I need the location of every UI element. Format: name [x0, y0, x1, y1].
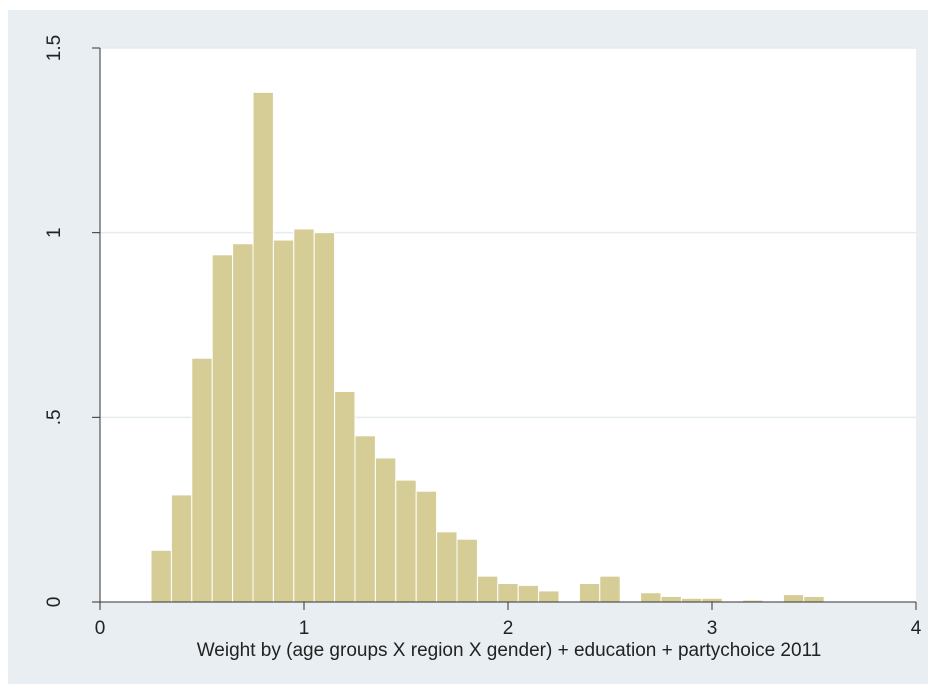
histogram-bar [680, 597, 703, 603]
histogram-bar [476, 575, 499, 603]
histogram-bars [150, 91, 825, 603]
histogram-bar [293, 228, 315, 603]
histogram-bar [640, 592, 662, 603]
histogram-bar [517, 584, 540, 603]
x-tick-label: 0 [95, 618, 106, 639]
histogram-bar [313, 232, 336, 603]
x-tick-label: 3 [707, 618, 718, 639]
histogram-bar [211, 254, 234, 603]
chart-figure: 0 .5 1 1.5 0 1 2 3 4 Weight by (age groups X reg… [8, 10, 928, 684]
tick-labels: 0 .5 1 1.5 0 1 2 3 4 [44, 35, 922, 639]
histogram-bar [395, 479, 417, 603]
histogram-bar [150, 549, 172, 603]
histogram-bar [170, 494, 193, 603]
x-tick-label: 4 [911, 618, 922, 639]
x-tick-label: 1 [299, 618, 310, 639]
y-tick-label: 1 [44, 227, 65, 238]
histogram-bar [415, 490, 438, 603]
histogram-bar [232, 243, 254, 603]
y-tick-label: 1.5 [44, 35, 65, 61]
histogram-bar [374, 457, 397, 603]
x-axis-title: Weight by (age groups X region X gender)… [197, 640, 822, 661]
histogram-bar [272, 239, 295, 603]
y-tick-label: 0 [44, 597, 65, 608]
histogram-bar [803, 595, 825, 603]
histogram-bar [497, 583, 519, 603]
histogram-bar [660, 595, 682, 603]
y-tick-label: .5 [44, 409, 65, 425]
histogram-bar [334, 390, 356, 603]
histogram-bar [538, 590, 560, 603]
histogram-bar [599, 575, 621, 603]
histogram-bar [354, 435, 376, 603]
axes [92, 47, 917, 610]
histogram-bar [252, 91, 274, 603]
x-tick-label: 2 [503, 618, 514, 639]
histogram-bar [578, 583, 601, 603]
histogram-bar [782, 594, 805, 603]
histogram-bar [456, 538, 478, 603]
histogram-bar [191, 357, 213, 603]
histogram-chart: 0 .5 1 1.5 0 1 2 3 4 Weight by (age groups X reg… [44, 35, 922, 661]
histogram-bar [436, 531, 458, 603]
histogram-bar [701, 597, 723, 603]
